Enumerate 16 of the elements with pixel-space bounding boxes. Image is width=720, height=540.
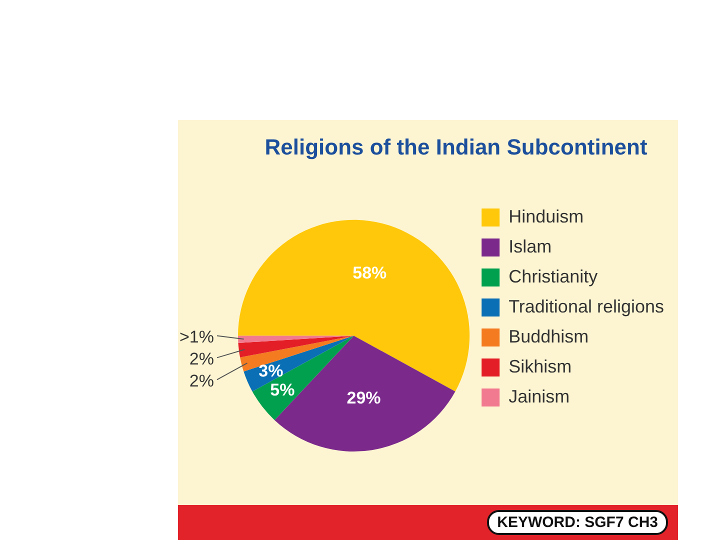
legend-label: Islam (508, 236, 552, 256)
legend-label: Sikhism (508, 356, 572, 376)
legend-label: Jainism (508, 386, 570, 406)
legend-label: Hinduism (508, 206, 584, 226)
legend-label: Buddhism (508, 326, 589, 346)
legend-label: Traditional religions (508, 296, 664, 316)
data-label: 58% (352, 264, 387, 283)
data-label: 2% (189, 349, 214, 368)
data-label: 29% (346, 388, 381, 408)
data-label: 3% (258, 361, 284, 380)
chart-title: Religions of the Indian Subcontinent (264, 134, 648, 160)
text: KEYWORD: SGF7 CH3 (487, 510, 668, 535)
data-label: >1% (180, 327, 214, 346)
legend-label: Christianity (508, 266, 598, 286)
data-label: 5% (270, 380, 295, 400)
data-label: 2% (189, 371, 214, 390)
